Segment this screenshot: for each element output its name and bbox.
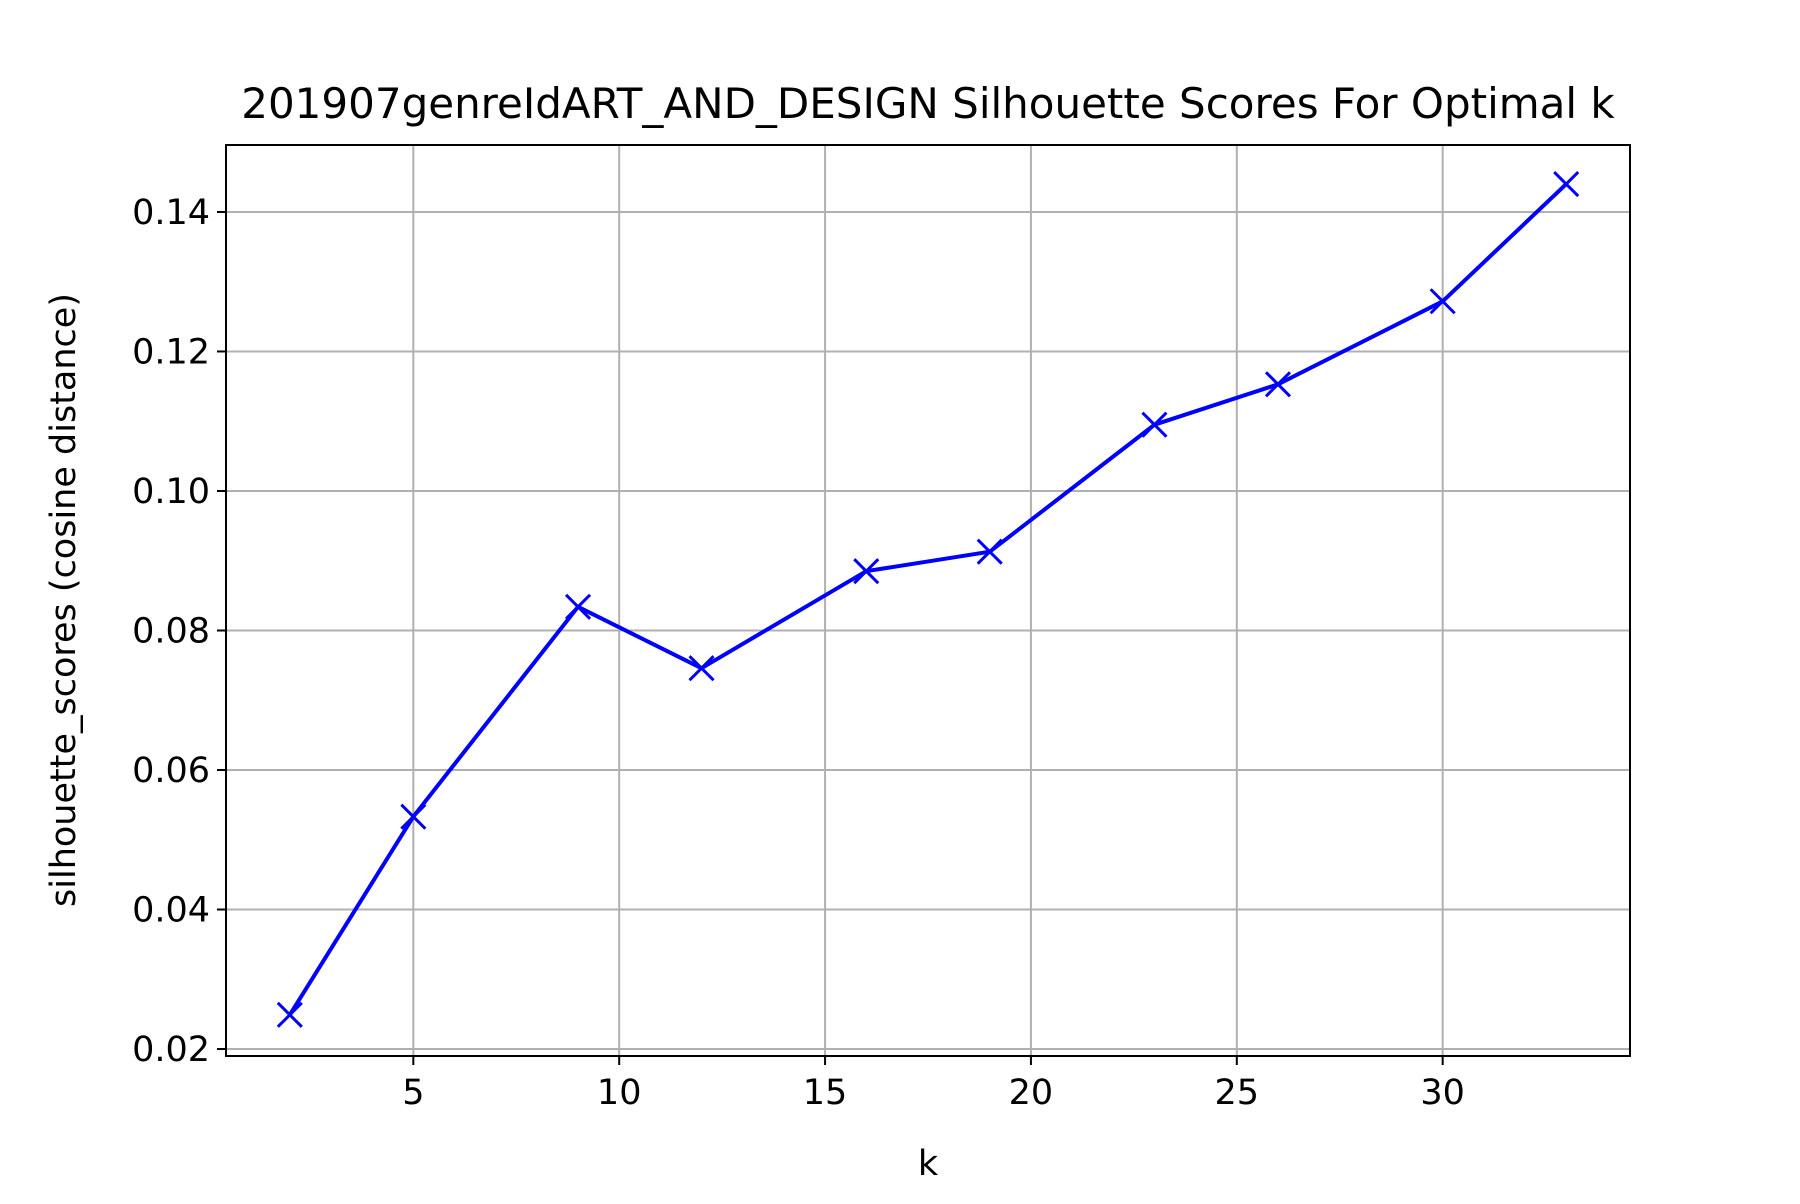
x-tick-label: 25 [1215,1073,1260,1113]
y-tick-label: 0.08 [132,611,210,651]
y-tick-label: 0.14 [132,193,210,233]
data-point-marker [1553,171,1580,198]
x-tick-label: 30 [1420,1073,1465,1113]
y-axis-label: silhouette_scores (cosine distance) [44,293,84,907]
x-axis-label: k [918,1144,939,1184]
series-layer [276,171,1580,1028]
x-tick-label: 10 [597,1073,642,1113]
plot-frame [225,144,1631,1057]
chart-title: 201907genreIdART_AND_DESIGN Silhouette S… [241,79,1615,128]
data-point-marker [400,803,427,830]
y-tick-label: 0.06 [132,751,210,791]
data-point-marker [564,593,592,620]
x-tick-label: 15 [803,1073,848,1113]
data-point-marker [976,538,1003,565]
y-axis: 0.02 0.04 0.06 0.08 0.10 0.12 0.14 [132,193,226,1070]
y-tick-label: 0.04 [132,891,210,931]
y-tick-label: 0.10 [132,472,210,512]
x-axis: 5 10 15 20 25 30 [402,1056,1465,1113]
y-tick-label: 0.12 [132,332,210,372]
series-line [288,182,1568,1016]
grid-lines [226,145,1630,1056]
data-point-marker [853,558,880,585]
x-tick-label: 20 [1009,1073,1054,1113]
data-point-marker [1429,288,1456,315]
data-point-marker [688,655,715,682]
data-point-marker [1264,371,1292,398]
data-point-marker [1141,411,1168,438]
x-tick-label: 5 [402,1073,424,1113]
y-tick-label: 0.02 [132,1030,210,1070]
data-point-marker [276,1001,303,1028]
